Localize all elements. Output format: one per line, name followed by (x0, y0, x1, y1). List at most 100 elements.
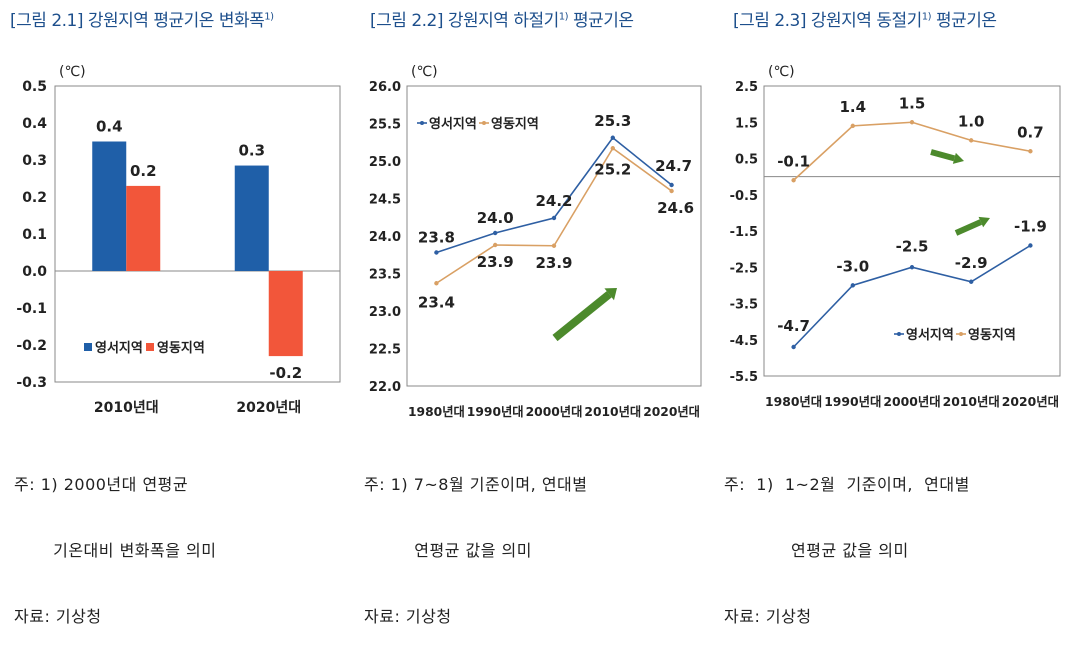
data-label: 0.4 (96, 118, 123, 136)
data-label: 24.0 (477, 209, 514, 227)
y-tick-label: -5.5 (730, 370, 758, 385)
legend-marker (897, 332, 901, 336)
trend-arrow-shaft (552, 291, 612, 342)
note-line: 연평균 값을 의미 (724, 541, 909, 560)
legend-label: 영동지역 (491, 116, 539, 132)
plot-frame (54, 85, 341, 383)
data-point (610, 146, 615, 151)
data-point (791, 344, 796, 350)
legend-marker (482, 121, 486, 125)
data-label: -2.5 (896, 237, 929, 255)
x-tick-label: 2010년대 (584, 404, 641, 419)
x-tick-label: 2000년대 (883, 394, 940, 409)
legend-marker (420, 121, 424, 125)
y-tick-label: 23.5 (369, 268, 401, 283)
x-tick-label: 1980년대 (765, 394, 822, 409)
data-label: 23.9 (535, 254, 572, 272)
series-line-영동지역 (793, 121, 1031, 181)
data-label: -2.9 (955, 254, 988, 272)
source-line: 자료: 기상청 (14, 607, 102, 626)
chart2-notes: 주: 1) 7~8월 기준이며, 연대별 연평균 값을 의미 자료: 기상청 (364, 430, 588, 650)
y-tick-label: 24.0 (369, 230, 401, 245)
y-tick-label: 1.5 (735, 116, 758, 131)
y-tick-label: 0.0 (22, 264, 47, 280)
legend-swatch (146, 343, 154, 351)
data-point (909, 265, 915, 270)
unit-label: (℃) (411, 64, 438, 80)
x-tick-label: 1980년대 (408, 404, 465, 419)
y-tick-label: 25.5 (369, 118, 401, 133)
data-label: 1.5 (899, 94, 926, 112)
trend-arrow-head (604, 288, 617, 301)
trend-arrow-shaft (954, 219, 983, 236)
y-tick-label: 0.1 (22, 227, 47, 243)
y-tick-label: 2.5 (735, 80, 758, 95)
data-label: 24.6 (657, 199, 694, 217)
y-tick-label: 0.2 (22, 190, 47, 206)
data-label: 0.7 (1017, 123, 1044, 141)
data-label: 23.8 (418, 229, 455, 247)
trend-arrow-head (952, 152, 964, 164)
x-tick-label: 2010년대 (943, 394, 1000, 409)
legend-label: 영동지역 (157, 340, 205, 356)
source-line: 자료: 기상청 (364, 607, 452, 626)
y-tick-label: 22.5 (369, 343, 401, 358)
data-label: 24.7 (655, 157, 692, 175)
y-tick-label: 22.0 (369, 380, 401, 395)
x-tick-label: 2010년대 (94, 400, 159, 416)
y-tick-label: 25.0 (369, 155, 401, 170)
line-chart-winter-temperature: (℃) 2.5 1.5 0.5 -0.5 -1.5 -2.5 -3.5 -4.5 -5.5 1980… (730, 64, 1061, 409)
y-tick-label: -2.5 (730, 261, 758, 276)
y-tick-label: 26.0 (369, 80, 401, 95)
data-point (493, 242, 498, 248)
data-point (434, 250, 439, 255)
x-tick-label: 2020년대 (236, 400, 301, 416)
data-label: -4.7 (777, 317, 810, 335)
data-point (909, 120, 915, 125)
data-point (791, 178, 796, 183)
x-tick-label: 2020년대 (1002, 394, 1059, 409)
line-chart-summer-temperature: (℃) 26.0 25.5 25.0 24.5 24.0 23.5 23.0 22.5 22.0 1… (369, 64, 702, 419)
data-label: -3.0 (836, 257, 869, 275)
y-tick-label: 24.5 (369, 193, 401, 208)
bar-영서지역 (92, 141, 127, 271)
bar-chart-temperature-change: (℃) 0.5 0.4 0.3 0.2 0.1 0.0 -0.1 -0.2 -0.3 0.4 0.2 2… (16, 64, 341, 416)
plot-frame (406, 85, 702, 387)
data-label: 23.9 (477, 253, 514, 271)
chart1-notes: 주: 1) 2000년대 연평균 기온대비 변화폭을 의미 자료: 기상청 (14, 430, 216, 650)
chart2-title: [그림 2.2] 강원지역 하절기1) 평균기온 (370, 11, 634, 31)
y-tick-label: -4.5 (730, 334, 758, 349)
data-label: 1.4 (840, 98, 867, 116)
data-point (669, 188, 674, 194)
note-line: 주: 1) 1~2월 기준이며, 연대별 (724, 475, 970, 494)
chart3-notes: 주: 1) 1~2월 기준이며, 연대별 연평균 값을 의미 자료: 기상청 (724, 430, 970, 650)
data-label: -0.2 (269, 364, 302, 382)
note-line: 주: 1) 2000년대 연평균 (14, 475, 189, 494)
data-label: 24.2 (535, 192, 572, 210)
data-point (493, 230, 498, 236)
trend-arrow-head (978, 216, 990, 228)
chart3-title: [그림 2.3] 강원지역 동절기1) 평균기온 (733, 11, 997, 31)
data-point (610, 135, 615, 140)
bar-영서지역 (234, 165, 269, 271)
unit-label: (℃) (768, 64, 795, 80)
data-label: 0.3 (238, 142, 265, 160)
y-tick-label: -0.2 (16, 338, 47, 354)
y-tick-label: 0.5 (22, 79, 47, 95)
data-point (1028, 149, 1033, 154)
note-line: 연평균 값을 의미 (364, 541, 532, 560)
legend-label: 영동지역 (968, 327, 1016, 343)
data-point (551, 215, 557, 221)
note-line: 주: 1) 7~8월 기준이며, 연대별 (364, 475, 588, 494)
data-label: -0.1 (777, 152, 810, 170)
x-tick-label: 2020년대 (643, 404, 700, 419)
y-tick-label: 0.5 (735, 153, 758, 168)
data-label: 25.3 (594, 112, 631, 130)
data-point (969, 279, 974, 284)
trend-arrow-shaft (930, 149, 956, 162)
y-tick-label: -0.3 (16, 375, 47, 391)
note-line: 기온대비 변화폭을 의미 (14, 541, 217, 560)
bar-영동지역 (268, 271, 303, 357)
legend-label: 영서지역 (906, 327, 954, 343)
data-point (850, 123, 855, 129)
